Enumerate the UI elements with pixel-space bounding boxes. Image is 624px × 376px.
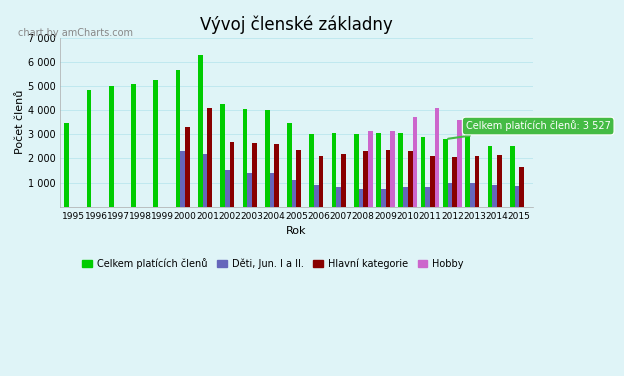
Bar (131, 83, 136, 207)
Bar (319, 156, 323, 207)
Bar (225, 170, 230, 207)
Bar (292, 180, 296, 207)
X-axis label: Rok: Rok (286, 226, 307, 236)
Bar (310, 134, 314, 207)
Bar (452, 157, 457, 207)
Bar (447, 182, 452, 207)
Bar (341, 154, 346, 207)
Bar (426, 187, 430, 207)
Text: chart by amCharts.com: chart by amCharts.com (18, 28, 133, 38)
Bar (390, 131, 395, 207)
Bar (475, 156, 479, 207)
Bar (381, 189, 386, 207)
Bar (87, 90, 91, 207)
Text: Celkem platících členů: 3 527: Celkem platících členů: 3 527 (448, 121, 611, 139)
Bar (180, 151, 185, 207)
Bar (332, 133, 336, 207)
Bar (492, 185, 497, 207)
Bar (457, 120, 462, 207)
Bar (176, 70, 180, 207)
Bar (336, 187, 341, 207)
Bar (470, 182, 475, 207)
Bar (207, 108, 212, 207)
Bar (198, 55, 203, 207)
Bar (519, 167, 524, 207)
Bar (287, 123, 292, 207)
Bar (243, 109, 247, 207)
Y-axis label: Počet členů: Počet členů (15, 90, 25, 155)
Bar (466, 132, 470, 207)
Bar (359, 189, 363, 207)
Bar (220, 104, 225, 207)
Bar (270, 173, 274, 207)
Bar (435, 108, 439, 207)
Bar (185, 127, 190, 207)
Bar (399, 133, 403, 207)
Bar (64, 123, 69, 207)
Bar (154, 80, 158, 207)
Bar (386, 150, 390, 207)
Bar (510, 146, 515, 207)
Bar (252, 143, 256, 207)
Bar (430, 156, 435, 207)
Bar (109, 86, 114, 207)
Bar (497, 155, 502, 207)
Bar (421, 137, 426, 207)
Bar (265, 110, 270, 207)
Legend: Celkem platících členů, Děti, Jun. I a II., Hlavní kategorie, Hobby: Celkem platících členů, Děti, Jun. I a I… (78, 254, 467, 273)
Bar (274, 144, 279, 207)
Bar (230, 141, 235, 207)
Bar (376, 133, 381, 207)
Bar (247, 173, 252, 207)
Bar (296, 150, 301, 207)
Bar (403, 187, 408, 207)
Bar (443, 139, 447, 207)
Bar (368, 131, 373, 207)
Bar (363, 151, 368, 207)
Title: Vývoj členské základny: Vývoj členské základny (200, 15, 393, 33)
Bar (314, 185, 319, 207)
Bar (412, 117, 417, 207)
Bar (354, 134, 359, 207)
Bar (203, 154, 207, 207)
Bar (515, 186, 519, 207)
Bar (408, 151, 412, 207)
Bar (487, 146, 492, 207)
